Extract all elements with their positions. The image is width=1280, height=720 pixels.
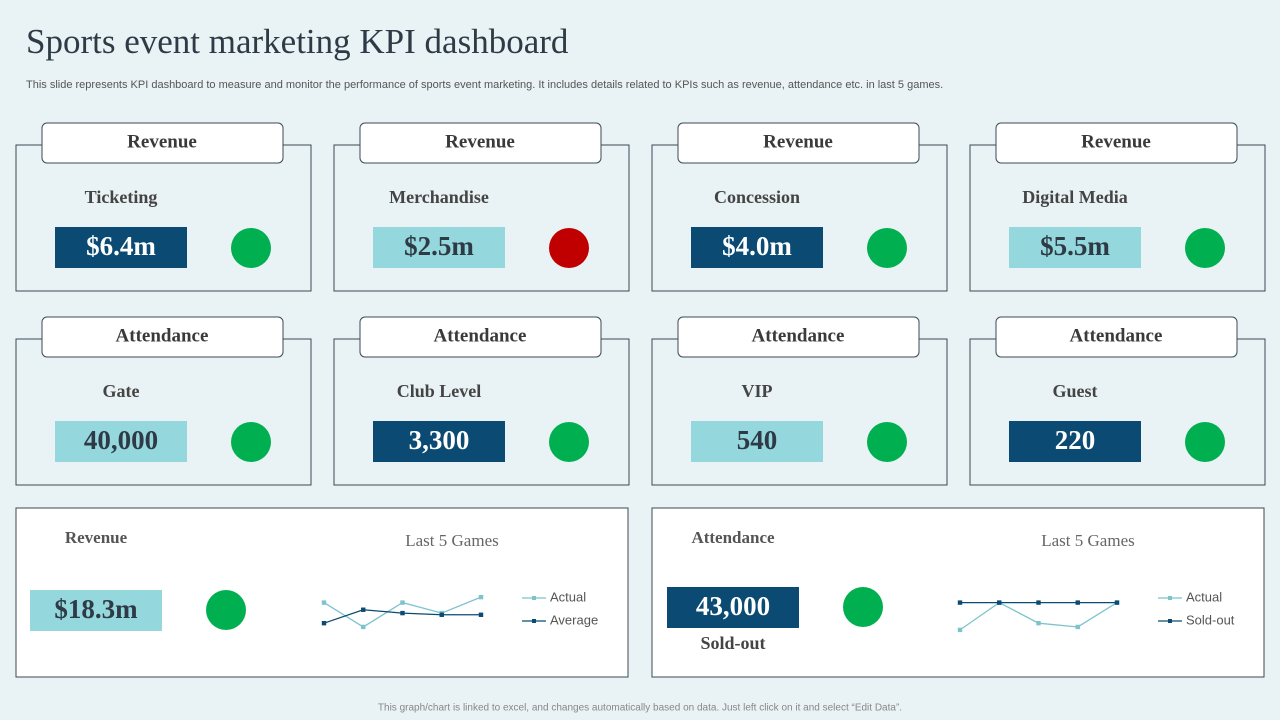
summary-title: Attendance <box>691 528 775 547</box>
card-label: VIP <box>742 381 773 401</box>
sparkline-point <box>957 600 963 605</box>
card-category: Attendance <box>434 325 527 346</box>
card-value: 540 <box>737 425 778 455</box>
legend-label: Sold-out <box>1186 612 1235 627</box>
sparkline-point <box>321 620 327 626</box>
status-indicator <box>867 228 907 268</box>
legend-marker <box>532 596 536 600</box>
card-category: Attendance <box>752 325 845 346</box>
card-category: Attendance <box>1070 325 1163 346</box>
sparkline-point <box>1075 600 1080 605</box>
card-value: $6.4m <box>86 231 156 261</box>
card-category: Attendance <box>116 325 209 346</box>
card-tab <box>995 316 1238 358</box>
sparkline-point <box>997 600 1002 605</box>
value-box <box>667 587 799 628</box>
status-indicator <box>867 422 907 462</box>
card <box>969 338 1266 486</box>
card-tab <box>359 122 602 164</box>
card-value: $5.5m <box>1040 231 1110 261</box>
sparkline-point <box>321 600 327 605</box>
sparkline-point <box>400 600 405 605</box>
sparkline-point <box>361 624 366 630</box>
summary-note: Sold-out <box>700 633 765 653</box>
card-label: Gate <box>103 381 140 401</box>
sparkline-point <box>478 594 484 600</box>
card <box>15 144 312 292</box>
card-label: Merchandise <box>389 187 489 207</box>
card-tab <box>995 122 1238 164</box>
chart-title: Last 5 Games <box>1041 531 1134 550</box>
card-value: 40,000 <box>84 425 158 455</box>
card <box>333 338 630 486</box>
card <box>651 338 948 486</box>
status-indicator <box>843 587 883 627</box>
card-value: 3,300 <box>409 425 470 455</box>
value-box <box>373 227 505 268</box>
card-label: Ticketing <box>85 187 158 207</box>
sparkline-point <box>478 612 484 617</box>
status-indicator <box>1185 228 1225 268</box>
value-box <box>1009 421 1141 462</box>
card-value: $2.5m <box>404 231 474 261</box>
status-indicator <box>549 422 589 462</box>
card-label: Club Level <box>397 381 482 401</box>
title: Sports event marketing KPI dashboard <box>26 22 569 61</box>
sparkline-point <box>1036 620 1041 626</box>
card-tab <box>41 122 284 164</box>
summary-value: 43,000 <box>696 591 770 621</box>
sparkline-point <box>957 627 963 633</box>
value-box <box>691 421 823 462</box>
card-tab <box>677 122 920 164</box>
value-box <box>373 421 505 462</box>
card-category: Revenue <box>763 131 833 152</box>
value-box <box>691 227 823 268</box>
legend-marker <box>532 619 536 623</box>
card-value: $4.0m <box>722 231 792 261</box>
legend-marker <box>1168 596 1172 600</box>
card-tab <box>677 316 920 358</box>
sparkline-point <box>439 612 444 617</box>
footer: This graph/chart is linked to excel, and… <box>378 703 902 714</box>
card-label: Digital Media <box>1022 187 1128 207</box>
card <box>15 338 312 486</box>
status-indicator <box>231 228 271 268</box>
value-box <box>1009 227 1141 268</box>
card-tab <box>359 316 602 358</box>
status-indicator <box>231 422 271 462</box>
card <box>969 144 1266 292</box>
status-indicator <box>1185 422 1225 462</box>
status-indicator <box>549 228 589 268</box>
sparkline-point <box>1036 600 1041 605</box>
value-box <box>55 421 187 462</box>
card-category: Revenue <box>445 131 515 152</box>
legend-marker <box>1168 619 1172 623</box>
subtitle: This slide represents KPI dashboard to m… <box>26 79 943 91</box>
card-category: Revenue <box>1081 131 1151 152</box>
card <box>333 144 630 292</box>
card-label: Concession <box>714 187 800 207</box>
value-box <box>55 227 187 268</box>
sparkline-point <box>1075 624 1080 630</box>
chart-title: Last 5 Games <box>405 531 498 550</box>
card-tab <box>41 316 284 358</box>
sparkline-point <box>361 607 366 612</box>
card <box>651 144 948 292</box>
card-value: 220 <box>1055 425 1096 455</box>
legend-label: Actual <box>1186 589 1222 604</box>
legend-label: Actual <box>550 589 586 604</box>
card-label: Guest <box>1053 381 1098 401</box>
summary-title: Revenue <box>65 528 128 547</box>
sparkline-point <box>400 610 405 616</box>
summary-value: $18.3m <box>54 594 138 624</box>
legend-label: Average <box>550 612 598 627</box>
value-box <box>30 590 162 631</box>
card-category: Revenue <box>127 131 197 152</box>
sparkline-point <box>1114 600 1120 605</box>
status-indicator <box>206 590 246 630</box>
